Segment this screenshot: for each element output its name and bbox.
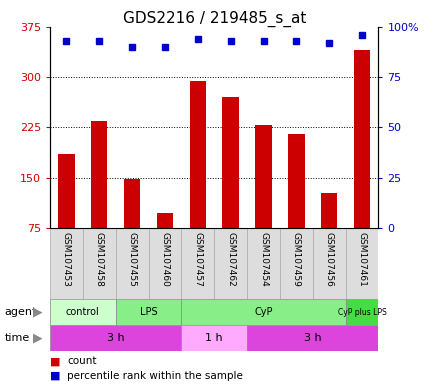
Text: CyP: CyP: [253, 307, 272, 317]
Bar: [312, 228, 345, 299]
Text: time: time: [4, 333, 30, 343]
Bar: [181, 325, 247, 351]
Bar: [50, 325, 181, 351]
Text: 3 h: 3 h: [107, 333, 124, 343]
Text: control: control: [66, 307, 99, 317]
Bar: [124, 179, 140, 278]
Bar: [189, 81, 206, 278]
Bar: [115, 299, 181, 325]
Bar: [345, 299, 378, 325]
Text: 1 h: 1 h: [205, 333, 223, 343]
Text: GSM107462: GSM107462: [226, 232, 235, 286]
Text: ▶: ▶: [33, 306, 43, 319]
Bar: [247, 325, 378, 351]
Bar: [353, 50, 369, 278]
Bar: [115, 228, 148, 299]
Bar: [156, 213, 173, 278]
Text: CyP plus LPS: CyP plus LPS: [337, 308, 385, 317]
Bar: [320, 192, 337, 278]
Bar: [82, 228, 115, 299]
Text: GSM107455: GSM107455: [127, 232, 136, 286]
Bar: [91, 121, 107, 278]
Text: GSM107460: GSM107460: [160, 232, 169, 286]
Text: GSM107456: GSM107456: [324, 232, 333, 286]
Text: 3 h: 3 h: [303, 333, 321, 343]
Text: GSM107461: GSM107461: [357, 232, 366, 286]
Text: GSM107458: GSM107458: [95, 232, 104, 286]
Text: ■: ■: [50, 371, 60, 381]
Text: percentile rank within the sample: percentile rank within the sample: [67, 371, 243, 381]
Text: GSM107454: GSM107454: [258, 232, 267, 286]
Bar: [287, 134, 304, 278]
Text: ■: ■: [50, 356, 60, 366]
Bar: [279, 228, 312, 299]
Title: GDS2216 / 219485_s_at: GDS2216 / 219485_s_at: [122, 11, 305, 27]
Bar: [214, 228, 247, 299]
Bar: [222, 97, 238, 278]
Text: ▶: ▶: [33, 332, 43, 345]
Bar: [50, 299, 115, 325]
Text: count: count: [67, 356, 97, 366]
Bar: [181, 299, 345, 325]
Bar: [58, 154, 75, 278]
Bar: [247, 228, 279, 299]
Text: GSM107459: GSM107459: [291, 232, 300, 286]
Bar: [50, 228, 82, 299]
Bar: [148, 228, 181, 299]
Bar: [345, 228, 378, 299]
Bar: [181, 228, 214, 299]
Text: GSM107453: GSM107453: [62, 232, 71, 286]
Text: LPS: LPS: [139, 307, 157, 317]
Text: agent: agent: [4, 307, 36, 317]
Text: GSM107457: GSM107457: [193, 232, 202, 286]
Bar: [255, 126, 271, 278]
